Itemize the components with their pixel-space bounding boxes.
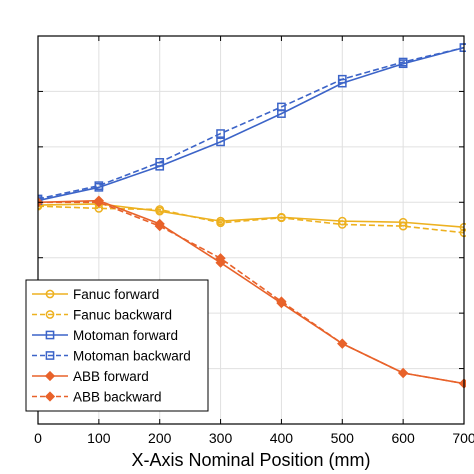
legend-item: ABB forward	[32, 369, 149, 384]
legend-marker	[44, 370, 56, 382]
series-line	[38, 46, 465, 202]
data-point	[337, 338, 348, 349]
data-point	[337, 220, 347, 229]
data-point	[154, 221, 165, 232]
x-tick-label: 700	[452, 430, 474, 446]
legend-marker	[45, 330, 55, 340]
data-point	[398, 221, 408, 231]
x-axis-title: X-Axis Nominal Position (mm)	[131, 450, 370, 470]
legend-item: Motoman backward	[32, 349, 191, 364]
data-point	[216, 218, 225, 228]
x-tick-label: 200	[148, 430, 172, 446]
data-point	[155, 158, 165, 167]
series-motoman-forward	[38, 43, 466, 205]
legend: Fanuc forward Fanuc backward Motoman forwa…	[25, 279, 209, 412]
data-point	[276, 296, 287, 307]
plot-area-frame	[37, 35, 465, 425]
legend-label: Fanuc backward	[73, 308, 172, 323]
data-point	[398, 217, 408, 227]
legend-item: ABB backward	[32, 390, 162, 405]
legend-label: Fanuc forward	[73, 287, 159, 302]
x-tick-label: 100	[87, 430, 111, 446]
x-tick-label: 600	[391, 430, 415, 446]
x-tick-label: 500	[331, 430, 355, 446]
data-point	[215, 253, 226, 264]
legend-marker	[44, 391, 56, 402]
legend-marker	[45, 351, 55, 360]
legend-box	[25, 279, 209, 412]
tick-labels: 0 100 200 300 400 500 600 700	[34, 35, 474, 446]
legend-label: ABB forward	[73, 369, 149, 384]
series-line	[38, 201, 465, 385]
data-point	[155, 205, 165, 214]
legend-label: Motoman forward	[73, 328, 178, 343]
data-point	[216, 129, 225, 138]
legend-label: Motoman backward	[73, 349, 191, 364]
x-tick-label: 400	[270, 430, 294, 446]
data-point	[277, 102, 286, 112]
legend-item: Fanuc backward	[32, 308, 172, 323]
legend-marker	[45, 310, 55, 319]
data-point	[337, 74, 347, 84]
legend-marker	[45, 289, 55, 299]
data-point	[277, 213, 286, 223]
data-point	[94, 181, 104, 191]
data-point	[93, 197, 104, 208]
legend-item: Motoman forward	[32, 328, 178, 343]
data-point	[216, 137, 225, 147]
series-layer	[38, 43, 466, 389]
legend-item: Fanuc forward	[32, 287, 159, 302]
data-point	[398, 367, 409, 379]
data-point	[398, 57, 408, 67]
x-tick-label: 300	[209, 430, 233, 446]
x-tick-label: 0	[34, 430, 42, 446]
legend-label: ABB backward	[73, 390, 162, 405]
series-line	[38, 46, 465, 200]
